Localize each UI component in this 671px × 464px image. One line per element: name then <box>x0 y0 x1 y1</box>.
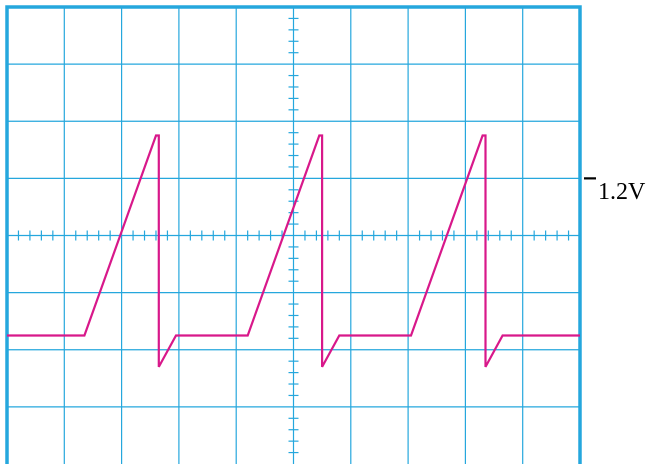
screen-frame <box>5 5 582 464</box>
sawtooth-trace <box>7 134 580 368</box>
reference-level-label: 1.2V <box>598 179 646 205</box>
